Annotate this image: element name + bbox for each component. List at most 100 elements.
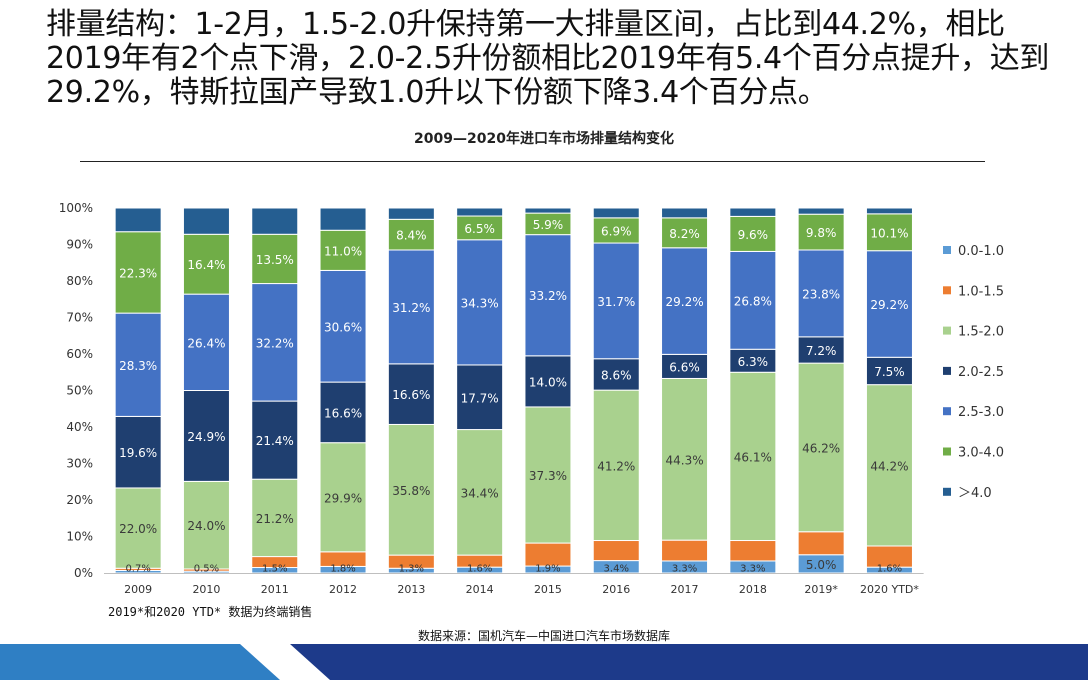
y-tick-label: 30% bbox=[66, 457, 93, 471]
bar-segment bbox=[114, 231, 162, 314]
data-label: 16.4% bbox=[187, 258, 225, 272]
bar-segment bbox=[114, 312, 162, 417]
bar-segment bbox=[592, 389, 640, 542]
bar-segment bbox=[114, 415, 162, 489]
bar-segment bbox=[661, 217, 709, 249]
y-tick-label: 0% bbox=[74, 566, 93, 580]
bar-segment bbox=[797, 213, 845, 251]
bar-segment bbox=[251, 207, 299, 235]
bar-segment bbox=[524, 234, 572, 357]
data-label: 24.9% bbox=[187, 430, 225, 444]
data-label: 1.6% bbox=[877, 564, 902, 575]
data-label: 16.6% bbox=[392, 388, 430, 402]
data-label: 1.3% bbox=[399, 564, 424, 575]
x-tick-label: 2010 bbox=[192, 583, 220, 596]
data-label: 11.0% bbox=[324, 244, 362, 258]
bar-segment bbox=[456, 429, 504, 556]
bar-segment bbox=[387, 363, 435, 425]
data-label: 9.6% bbox=[738, 228, 769, 242]
data-label: 26.4% bbox=[187, 336, 225, 350]
data-label: 29.2% bbox=[870, 298, 908, 312]
bar-segment bbox=[592, 242, 640, 360]
x-axis: 2009 2010 2011 2012 2013 2014 2015 2016 2017 2018… bbox=[104, 573, 924, 596]
headline: 排量结构：1-2月，1.5-2.0升保持第一大排量区间，占比到44.2%，相比2… bbox=[46, 7, 1050, 110]
bar-segment bbox=[592, 540, 640, 562]
data-label: 34.3% bbox=[461, 296, 499, 310]
bar-segment bbox=[114, 207, 162, 233]
data-label: 24.0% bbox=[187, 519, 225, 533]
bar-segment bbox=[729, 215, 777, 252]
data-label: 5.9% bbox=[533, 218, 564, 232]
bar-segment bbox=[797, 249, 845, 338]
data-label: 32.2% bbox=[256, 336, 294, 350]
bar-segment bbox=[319, 442, 367, 553]
bar-segment bbox=[661, 377, 709, 541]
data-label: 30.6% bbox=[324, 320, 362, 334]
data-label: 41.2% bbox=[597, 459, 635, 473]
data-label: 19.6% bbox=[119, 446, 157, 460]
legend-swatch bbox=[943, 286, 951, 295]
data-label: 8.2% bbox=[669, 227, 700, 241]
data-label: 44.3% bbox=[665, 453, 703, 467]
data-label: 3.4% bbox=[604, 564, 629, 575]
x-tick-label: 2020 YTD* bbox=[860, 583, 919, 596]
data-label: 10.1% bbox=[870, 226, 908, 240]
legend-swatch bbox=[943, 246, 951, 254]
bar-segment bbox=[797, 362, 845, 533]
legend-swatch bbox=[943, 407, 951, 416]
data-label: 16.6% bbox=[324, 406, 362, 420]
data-label: 44.2% bbox=[870, 459, 908, 473]
y-tick-label: 20% bbox=[66, 493, 93, 507]
bar-segment bbox=[661, 247, 709, 355]
data-label: 3.3% bbox=[740, 564, 765, 575]
data-label: 1.5% bbox=[262, 564, 287, 575]
bar-segment bbox=[319, 229, 367, 271]
y-tick-label: 40% bbox=[66, 420, 93, 434]
bar-segment bbox=[729, 207, 777, 217]
bar-segment bbox=[797, 531, 845, 556]
chart-title: 2009—2020年进口车市场排量结构变化 bbox=[414, 131, 674, 147]
x-tick-label: 2019* bbox=[804, 583, 838, 596]
data-label: 8.4% bbox=[396, 229, 427, 243]
data-label: 22.0% bbox=[119, 522, 157, 536]
legend-label: 1.5-2.0 bbox=[958, 325, 1004, 340]
x-tick-label: 2017 bbox=[671, 583, 699, 596]
bar-segment bbox=[865, 250, 913, 358]
y-tick-label: 100% bbox=[59, 201, 93, 215]
data-source: 数据来源：国机汽车—中国进口汽车市场数据库 bbox=[417, 629, 670, 643]
legend-swatch bbox=[943, 326, 951, 335]
x-tick-label: 2013 bbox=[397, 583, 425, 596]
footer-band-dark bbox=[290, 644, 1088, 680]
bar-segment bbox=[114, 487, 162, 569]
data-label: 46.2% bbox=[802, 441, 840, 455]
data-label: 35.8% bbox=[392, 484, 430, 498]
bar-segment bbox=[182, 233, 230, 295]
bar-segment bbox=[865, 207, 913, 215]
x-tick-label: 2016 bbox=[602, 583, 630, 596]
data-label: 28.3% bbox=[119, 359, 157, 373]
legend: 0.0-1.0 1.0-1.5 1.5-2.0 2.0-2.5 2.5-3.0 3.0-4… bbox=[943, 244, 1004, 501]
x-tick-label: 2009 bbox=[124, 583, 152, 596]
y-tick-label: 80% bbox=[66, 274, 93, 288]
bar-segment bbox=[182, 207, 230, 235]
data-label: 0.7% bbox=[125, 564, 150, 575]
y-tick-label: 90% bbox=[66, 238, 93, 252]
footer-band bbox=[0, 644, 1088, 680]
data-label: 34.4% bbox=[461, 486, 499, 500]
data-label: 6.3% bbox=[738, 355, 769, 369]
data-label: 3.3% bbox=[672, 564, 697, 575]
x-tick-label: 2018 bbox=[739, 583, 767, 596]
data-label: 46.1% bbox=[734, 450, 772, 464]
data-labels: 0.7% 22.0% 19.6% 28.3% 22.3% 0.5% 24.0% 24.9% 26… bbox=[119, 218, 908, 575]
data-label: 23.8% bbox=[802, 287, 840, 301]
data-label: 6.6% bbox=[669, 360, 700, 374]
legend-swatch bbox=[943, 447, 951, 456]
bar-segment bbox=[387, 218, 435, 251]
data-label: 5.0% bbox=[806, 558, 837, 572]
bar-segment bbox=[797, 207, 845, 215]
data-label: 8.6% bbox=[601, 368, 632, 382]
bar-segment bbox=[319, 269, 367, 383]
bar-segment bbox=[592, 217, 640, 244]
data-label: 21.4% bbox=[256, 434, 294, 448]
